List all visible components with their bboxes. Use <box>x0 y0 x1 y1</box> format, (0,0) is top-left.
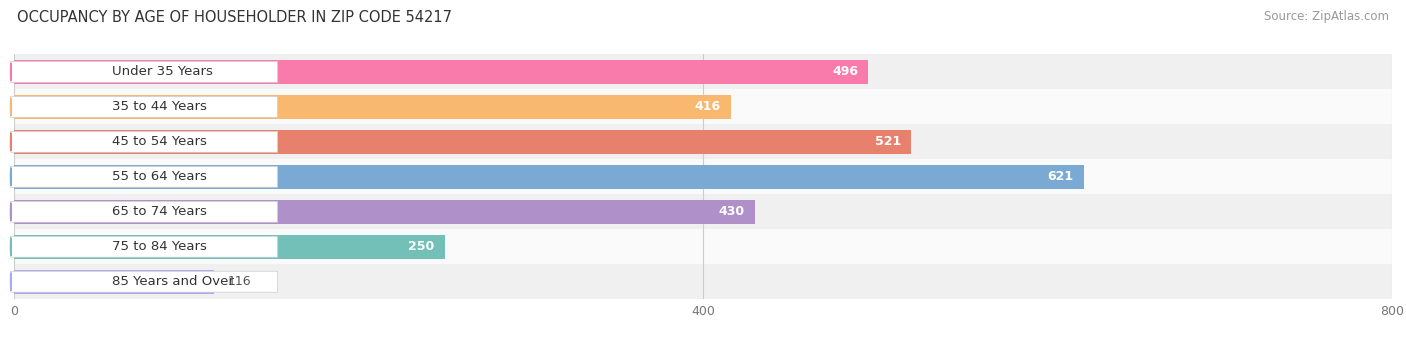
FancyBboxPatch shape <box>11 97 277 117</box>
FancyBboxPatch shape <box>11 201 277 222</box>
FancyBboxPatch shape <box>11 271 277 292</box>
Text: 250: 250 <box>408 240 434 253</box>
Bar <box>14 60 869 84</box>
Bar <box>14 165 1084 189</box>
Bar <box>14 95 731 119</box>
Text: 65 to 74 Years: 65 to 74 Years <box>112 205 207 218</box>
Text: 430: 430 <box>718 205 744 218</box>
Bar <box>14 124 1392 159</box>
Text: Under 35 Years: Under 35 Years <box>112 65 212 79</box>
Bar <box>14 270 214 294</box>
Text: 416: 416 <box>695 100 720 113</box>
Bar <box>14 159 1392 194</box>
Text: 116: 116 <box>228 275 252 288</box>
FancyBboxPatch shape <box>11 62 277 82</box>
Bar <box>14 264 1392 299</box>
Text: 55 to 64 Years: 55 to 64 Years <box>112 170 207 183</box>
FancyBboxPatch shape <box>11 236 277 257</box>
Text: 521: 521 <box>875 135 901 148</box>
Bar <box>14 89 1392 124</box>
Text: OCCUPANCY BY AGE OF HOUSEHOLDER IN ZIP CODE 54217: OCCUPANCY BY AGE OF HOUSEHOLDER IN ZIP C… <box>17 10 451 25</box>
Text: 45 to 54 Years: 45 to 54 Years <box>112 135 207 148</box>
FancyBboxPatch shape <box>11 131 277 152</box>
Text: 496: 496 <box>832 65 858 79</box>
Bar <box>14 194 1392 229</box>
Bar <box>14 200 755 224</box>
Bar <box>14 130 911 154</box>
Text: 35 to 44 Years: 35 to 44 Years <box>112 100 207 113</box>
Bar <box>14 229 1392 264</box>
Text: 85 Years and Over: 85 Years and Over <box>112 275 233 288</box>
Text: Source: ZipAtlas.com: Source: ZipAtlas.com <box>1264 10 1389 23</box>
Text: 621: 621 <box>1047 170 1073 183</box>
Bar <box>14 54 1392 89</box>
Bar <box>14 235 444 259</box>
FancyBboxPatch shape <box>11 166 277 187</box>
Text: 75 to 84 Years: 75 to 84 Years <box>112 240 207 253</box>
